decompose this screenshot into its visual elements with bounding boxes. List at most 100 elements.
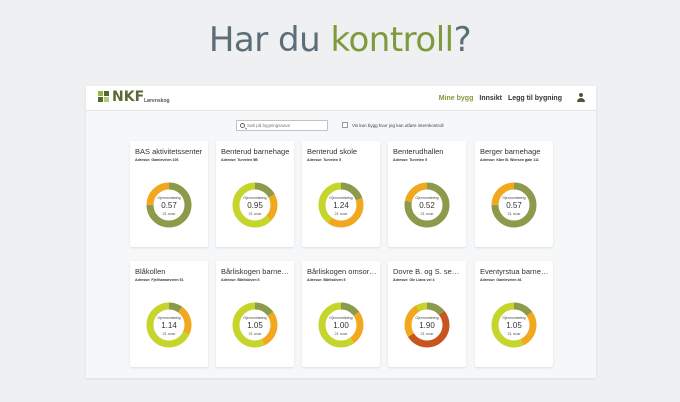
donut-segment	[318, 182, 364, 228]
donut-segment	[404, 182, 450, 228]
top-bar: NKF Lørenskog Mine bygg Innsikt Legg til…	[86, 86, 596, 111]
donut-segment	[491, 182, 537, 228]
building-address: Adresse: Fjellhamarveien 51	[135, 278, 184, 282]
building-address: Adresse: Kåre B. Wiersen gate 111	[480, 158, 539, 162]
donut-count: 21 svar	[162, 211, 176, 216]
donut-chart	[491, 302, 537, 348]
donut-label: Gjennomføring	[502, 316, 526, 320]
headline-part3: ?	[453, 20, 472, 60]
donut-value: 0.57	[506, 201, 522, 210]
building-card[interactable]: Blåkollen Adresse: Fjellhamarveien 51 Gjen…	[130, 261, 208, 367]
donut-value: 1.05	[247, 321, 263, 330]
building-card[interactable]: Dovre B. og S. senter Adresse: Ole Lians …	[388, 261, 466, 367]
building-name: Bårliskogen barnehage	[221, 267, 291, 276]
donut-label: Gjennomføring	[157, 316, 181, 320]
donut-segment	[404, 302, 450, 348]
building-card[interactable]: Benterud skole Adresse: Turveien 5 Gjennom…	[302, 141, 380, 247]
building-address: Adresse: Gamleveien 106	[135, 158, 179, 162]
donut-segment	[232, 182, 278, 228]
building-address: Adresse: Turveien 5	[393, 158, 428, 162]
organization-name: Lørenskog	[144, 98, 170, 104]
search-box[interactable]	[236, 120, 328, 131]
donut-segment	[146, 302, 192, 348]
donut-chart	[146, 182, 192, 228]
donut-chart	[404, 302, 450, 348]
building-name: Eventyrstua barnehage	[480, 267, 550, 276]
search-input[interactable]	[247, 121, 327, 130]
headline: Har du kontroll?	[0, 20, 680, 60]
nav-mine-bygg[interactable]: Mine bygg	[438, 95, 474, 102]
nav-legg-til-bygning[interactable]: Legg til bygning	[507, 95, 562, 102]
donut-chart	[318, 302, 364, 348]
donut-label: Gjennomføring	[157, 196, 181, 200]
donut-segment	[318, 182, 364, 228]
donut-segment	[318, 302, 364, 348]
donut-count: 21 svar	[420, 211, 434, 216]
building-card[interactable]: Berger barnehage Adresse: Kåre B. Wiersen…	[475, 141, 553, 247]
search-icon	[240, 123, 245, 128]
donut-count: 21 svar	[507, 211, 521, 216]
donut-segment	[232, 182, 278, 228]
donut-count: 21 svar	[248, 331, 262, 336]
donut-value: 1.14	[161, 321, 177, 330]
building-card[interactable]: Benterud barnehage Adresse: Turveien 5B Gj…	[216, 141, 294, 247]
donut-segment	[491, 302, 537, 348]
building-card[interactable]: Eventyrstua barnehage Adresse: Gamleveien…	[475, 261, 553, 367]
building-card[interactable]: BAS aktivitetssenter Adresse: Gamleveien …	[130, 141, 208, 247]
filter-toggle[interactable]: Vis kun bygg hvor jeg kan utføre internk…	[342, 122, 443, 128]
building-name: Berger barnehage	[480, 147, 541, 156]
donut-value: 1.05	[506, 321, 522, 330]
donut-segment	[491, 302, 537, 348]
building-name: BAS aktivitetssenter	[135, 147, 203, 156]
donut-count: 21 svar	[162, 331, 176, 336]
donut-value: 0.57	[161, 201, 177, 210]
donut-count: 21 svar	[420, 331, 434, 336]
donut-segment	[146, 302, 192, 348]
user-icon[interactable]	[576, 93, 586, 103]
donut-segment	[232, 302, 278, 348]
donut-segment	[232, 302, 278, 348]
donut-count: 21 svar	[248, 211, 262, 216]
donut-label: Gjennomføring	[243, 316, 267, 320]
donut-segment	[318, 302, 364, 348]
donut-label: Gjennomføring	[329, 316, 353, 320]
donut-count: 21 svar	[334, 211, 348, 216]
app-window: NKF Lørenskog Mine bygg Innsikt Legg til…	[86, 86, 596, 378]
building-address: Adresse: Bårliskiven 5	[307, 278, 346, 282]
logo-text: NKF	[112, 89, 145, 105]
donut-chart	[232, 302, 278, 348]
building-name: Bårliskogen omsorgssenter	[307, 267, 377, 276]
donut-chart	[491, 182, 537, 228]
building-name: Dovre B. og S. senter	[393, 267, 463, 276]
donut-value: 1.90	[419, 321, 435, 330]
logo-mark-icon	[98, 91, 110, 103]
donut-segment	[404, 302, 450, 348]
donut-label: Gjennomføring	[415, 196, 439, 200]
main-nav: Mine bygg Innsikt Legg til bygning	[439, 95, 562, 102]
headline-accent: kontroll	[330, 20, 455, 60]
filter-label: Vis kun bygg hvor jeg kan utføre internk…	[352, 122, 444, 128]
nav-innsikt[interactable]: Innsikt	[479, 95, 502, 102]
building-address: Adresse: Turveien 5B	[221, 158, 258, 162]
donut-segment	[146, 182, 192, 228]
building-name: Blåkollen	[135, 267, 166, 276]
building-card[interactable]: Bårliskogen omsorgssenter Adresse: Bårlis…	[302, 261, 380, 367]
building-name: Benterud skole	[307, 147, 358, 156]
donut-chart	[404, 182, 450, 228]
nkf-logo[interactable]: NKF	[98, 89, 145, 105]
donut-value: 1.24	[333, 201, 349, 210]
building-address: Adresse: Gamleveien 46	[480, 278, 522, 282]
filter-checkbox[interactable]	[342, 122, 348, 128]
donut-count: 21 svar	[334, 331, 348, 336]
building-name: Benterud barnehage	[221, 147, 290, 156]
donut-value: 0.52	[419, 201, 435, 210]
donut-segment	[404, 302, 450, 348]
building-address: Adresse: Bårliskiven 6	[221, 278, 260, 282]
building-card[interactable]: Bårliskogen barnehage Adresse: Bårliskive…	[216, 261, 294, 367]
building-address: Adresse: Ole Lians vei 4	[393, 278, 435, 282]
donut-chart	[318, 182, 364, 228]
building-name: Benterudhallen	[393, 147, 444, 156]
donut-chart	[146, 302, 192, 348]
building-card[interactable]: Benterudhallen Adresse: Turveien 5 Gjennom…	[388, 141, 466, 247]
building-address: Adresse: Turveien 5	[307, 158, 342, 162]
